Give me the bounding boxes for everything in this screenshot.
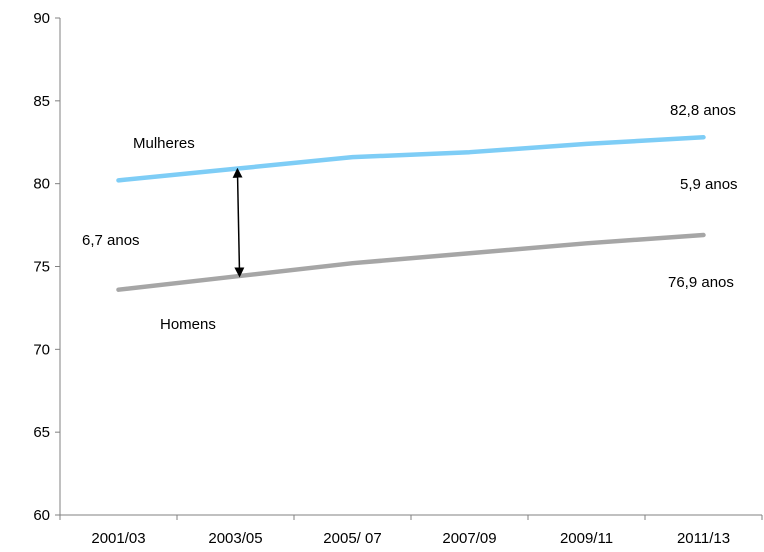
gap-end-label: 5,9 anos: [680, 176, 738, 193]
gap-arrow: [232, 167, 245, 278]
series-lines: [116, 135, 706, 292]
y-tick-label: 65: [33, 424, 50, 441]
x-tick-label: 2003/05: [208, 530, 262, 547]
gap-start-label: 6,7 anos: [82, 232, 140, 249]
men-end-value: 76,9 anos: [668, 274, 734, 291]
series-line-mulheres: [116, 135, 706, 183]
y-tick-label: 90: [33, 10, 50, 27]
x-tick-label: 2011/13: [677, 530, 730, 547]
x-tick-label: 2009/11: [560, 530, 613, 547]
women-end-value: 82,8 anos: [670, 102, 736, 119]
axes: [59, 18, 762, 516]
y-tick-label: 70: [33, 341, 50, 358]
y-tick-label: 75: [33, 259, 50, 276]
x-tick-label: 2007/09: [442, 530, 496, 547]
label-homens: Homens: [160, 316, 216, 333]
x-tick-label: 2001/03: [91, 530, 145, 547]
label-mulheres: Mulheres: [133, 135, 195, 152]
y-tick-label: 85: [33, 93, 50, 110]
x-ticks: 2001/03 2003/05 2005/ 07 2007/09 2009/11 2011…: [59, 515, 763, 547]
y-tick-label: 60: [33, 507, 50, 524]
series-line-homens: [116, 232, 706, 292]
x-tick-label: 2005/ 07: [323, 530, 381, 547]
y-tick-label: 80: [33, 176, 50, 193]
y-ticks: 60 65 70 75 80 85 90: [33, 10, 60, 524]
